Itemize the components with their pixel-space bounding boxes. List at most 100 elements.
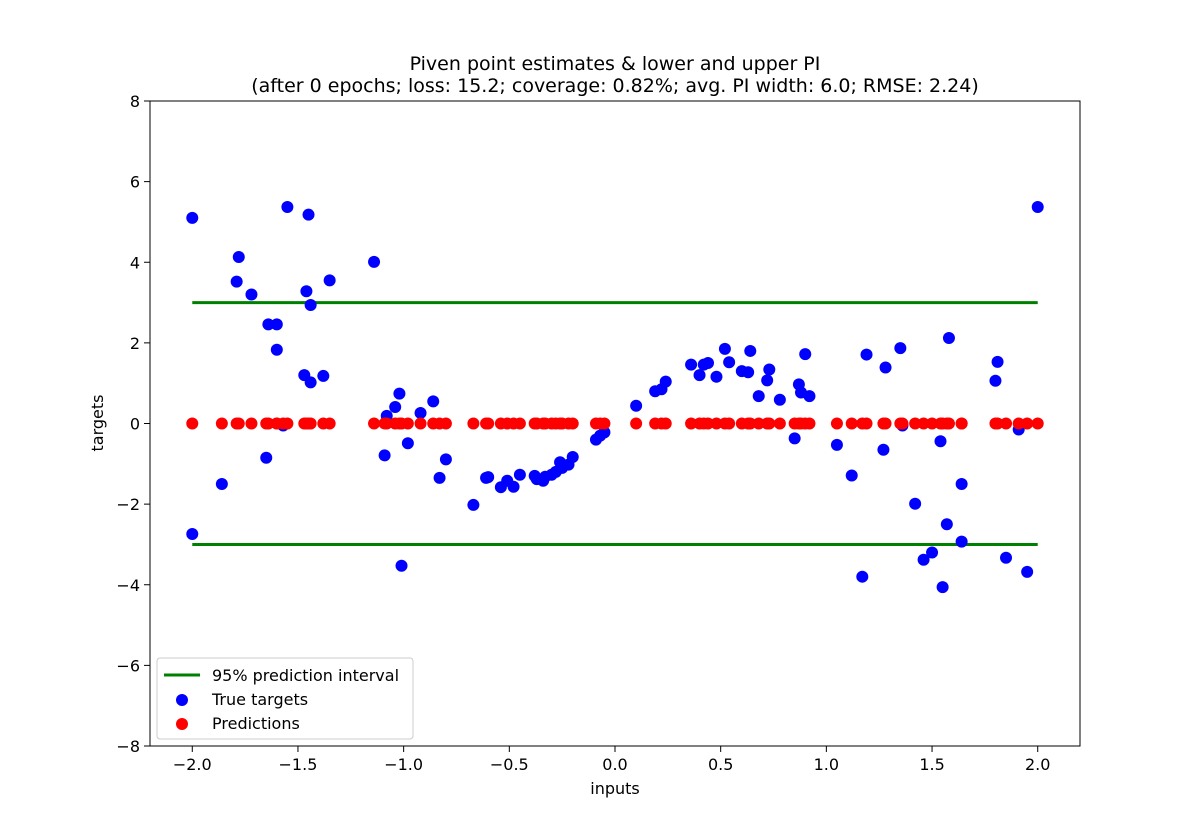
x-tick-label: 2.0: [1025, 755, 1050, 774]
y-tick-label: −2: [116, 495, 140, 514]
true-targets-point: [761, 374, 774, 387]
true-targets-point: [936, 581, 949, 594]
true-targets-point: [693, 369, 706, 382]
true-targets-point: [702, 357, 714, 370]
x-tick-label: 1.0: [814, 755, 839, 774]
predictions-point: [323, 417, 336, 430]
y-tick-label: −8: [116, 737, 140, 756]
x-tick-label: 0.5: [708, 755, 733, 774]
true-targets-point: [718, 342, 731, 355]
true-targets-point: [186, 211, 199, 224]
true-targets-point: [300, 285, 313, 298]
predictions-point: [1000, 417, 1013, 430]
true-targets-point: [401, 437, 414, 450]
x-tick-label: −1.0: [384, 755, 423, 774]
predictions-point: [942, 417, 955, 430]
true-targets-point: [845, 469, 858, 482]
true-targets-point: [742, 366, 755, 379]
predictions-point: [702, 417, 714, 430]
x-axis-label: inputs: [590, 779, 640, 798]
true-targets-point: [304, 376, 317, 389]
predictions-point: [845, 417, 858, 430]
true-targets-point: [393, 387, 406, 400]
predictions-point: [304, 417, 317, 430]
true-targets-point: [773, 393, 786, 406]
predictions-point: [830, 417, 843, 430]
x-tick-label: −2.0: [173, 755, 212, 774]
predictions-point: [467, 417, 480, 430]
predictions-point: [1031, 417, 1044, 430]
predictions-point: [955, 417, 968, 430]
true-targets-point: [368, 255, 381, 268]
true-targets-point: [917, 553, 930, 566]
y-axis-ticks: −8 −6 −4 −2 0 2 4 6 8: [116, 92, 150, 756]
true-targets-point: [830, 438, 843, 451]
true-targets-point: [803, 390, 816, 403]
legend-label-predictions: Predictions: [212, 714, 300, 733]
true-targets-point: [232, 251, 245, 264]
predictions-point: [763, 417, 776, 430]
true-targets-point: [507, 480, 520, 493]
true-targets-point: [940, 518, 953, 531]
true-targets-point: [991, 355, 1004, 368]
true-targets-point: [378, 449, 391, 462]
true-targets-point: [659, 375, 672, 388]
predictions-point: [566, 417, 579, 430]
true-targets-point: [389, 400, 402, 413]
y-tick-label: −4: [116, 576, 140, 595]
predictions-point: [723, 417, 736, 430]
true-targets-point: [877, 443, 890, 456]
true-targets-point: [894, 342, 907, 355]
legend-box: [156, 657, 414, 740]
legend-swatch-true-targets: [176, 694, 188, 706]
y-tick-label: 8: [130, 92, 140, 111]
true-targets-point: [799, 348, 812, 361]
predictions-point: [1021, 417, 1034, 430]
predictions-point: [896, 417, 909, 430]
data-markers: [186, 201, 1044, 594]
predictions-point: [232, 417, 245, 430]
x-axis-ticks: −2.0 −1.5 −1.0 −0.5 0.0 0.5 1.0 1.5 2.0: [173, 746, 1050, 774]
y-tick-label: −6: [116, 656, 140, 675]
true-targets-point: [710, 370, 723, 383]
true-targets-point: [467, 498, 480, 511]
predictions-point: [513, 417, 526, 430]
predictions-point: [439, 417, 452, 430]
legend-label-prediction-interval: 95% prediction interval: [212, 666, 399, 685]
predictions-point: [803, 417, 816, 430]
true-targets-point: [245, 288, 258, 301]
plot-area: [149, 100, 1081, 747]
true-targets-point: [1000, 551, 1013, 564]
predictions-point: [685, 417, 698, 430]
true-targets-point: [955, 535, 968, 548]
true-targets-point: [752, 390, 765, 403]
true-targets-point: [304, 298, 317, 311]
predictions-point: [917, 417, 930, 430]
predictions-point: [710, 417, 723, 430]
predictions-point: [991, 417, 1004, 430]
x-tick-label: 0.0: [602, 755, 627, 774]
true-targets-point: [215, 477, 228, 490]
true-targets-point: [414, 407, 427, 420]
predictions-point: [215, 417, 228, 430]
legend-label-true-targets: True targets: [211, 690, 308, 709]
predictions-point: [752, 417, 765, 430]
true-targets-point: [1021, 565, 1034, 578]
predictions-point: [245, 417, 258, 430]
true-targets-point: [513, 468, 526, 481]
true-targets-point: [482, 471, 495, 484]
predictions-point: [380, 417, 393, 430]
true-targets-point: [723, 356, 736, 369]
true-targets-point: [934, 435, 947, 448]
y-tick-label: 6: [130, 173, 140, 192]
true-targets-point: [439, 453, 452, 466]
predictions-point: [368, 417, 381, 430]
true-targets-point: [909, 497, 922, 510]
x-tick-label: 1.5: [919, 755, 944, 774]
true-targets-point: [230, 275, 243, 288]
predictions-point: [281, 417, 294, 430]
y-tick-label: 0: [130, 415, 140, 434]
true-targets-point: [926, 546, 939, 559]
true-targets-point: [395, 559, 408, 572]
prediction-interval-lines: [192, 301, 1038, 546]
